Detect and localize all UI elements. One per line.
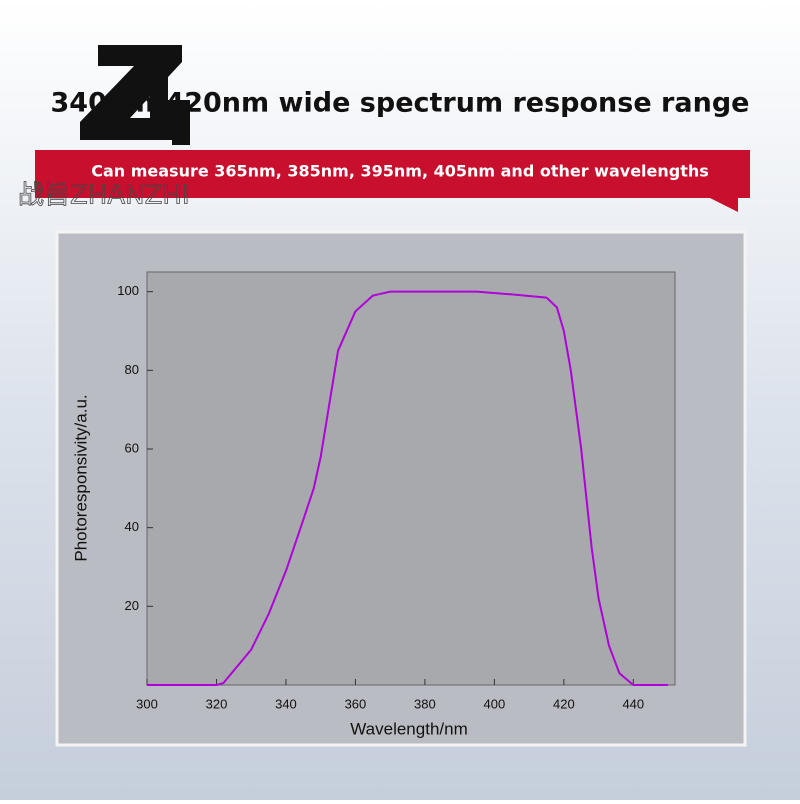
x-tick-label: 420 [553, 696, 575, 711]
x-tick-label: 300 [136, 696, 158, 711]
x-tick-label: 320 [206, 696, 228, 711]
x-tick-label: 340 [275, 696, 297, 711]
plot-area [146, 271, 676, 686]
x-axis-label: Wavelength/nm [350, 719, 467, 738]
y-tick-label: 80 [125, 362, 139, 377]
x-tick-label: 360 [345, 696, 367, 711]
logo [80, 45, 190, 145]
x-tick-label: 400 [484, 696, 506, 711]
x-tick-label: 380 [414, 696, 436, 711]
y-axis-label: Photoresponsivity/a.u. [71, 394, 90, 561]
x-tick-label: 440 [622, 696, 644, 711]
subtitle: Can measure 365nm, 385nm, 395nm, 405nm a… [91, 162, 709, 181]
banner [35, 150, 750, 212]
line-series [147, 290, 669, 686]
y-tick-label: 60 [125, 440, 139, 455]
brand: 战旨ZHANZHI [18, 181, 190, 211]
y-tick-label: 100 [117, 283, 139, 298]
y-tick-label: 20 [125, 598, 139, 613]
y-tick-label: 40 [125, 519, 139, 534]
